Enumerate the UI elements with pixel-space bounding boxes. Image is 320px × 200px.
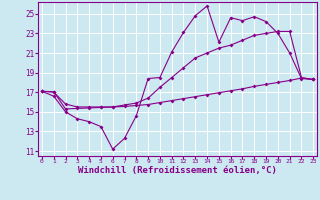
X-axis label: Windchill (Refroidissement éolien,°C): Windchill (Refroidissement éolien,°C): [78, 166, 277, 175]
